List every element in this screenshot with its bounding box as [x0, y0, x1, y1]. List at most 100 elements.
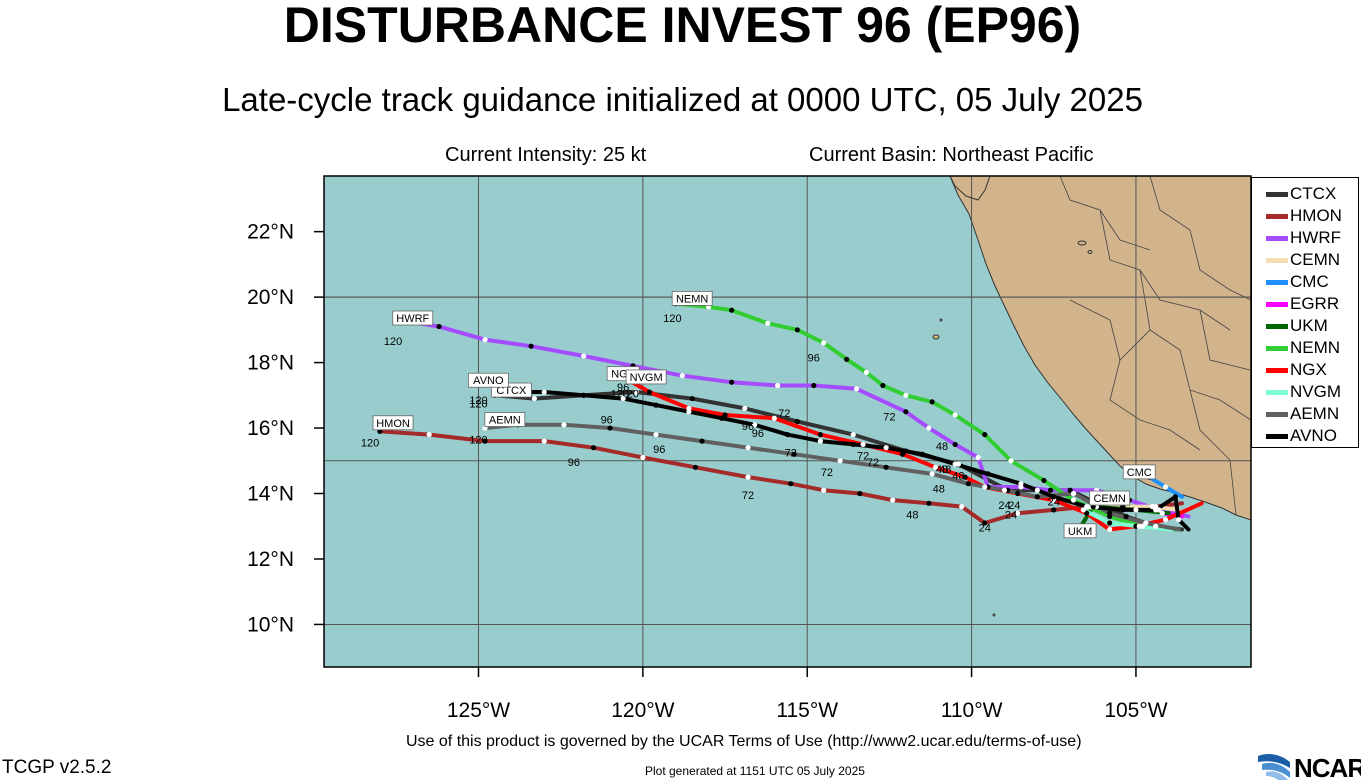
track-point	[817, 431, 823, 438]
model-label-box	[372, 415, 414, 431]
track-point	[692, 464, 699, 470]
track-point	[640, 454, 646, 461]
track-point	[975, 454, 981, 461]
forecast-hour-label: 120	[469, 398, 487, 410]
model-label-box	[1089, 490, 1131, 506]
legend-swatch	[1266, 390, 1288, 396]
track-point	[581, 353, 587, 359]
track-point	[863, 369, 869, 375]
track-point	[653, 402, 659, 408]
model-label-cmc: CMC	[1127, 467, 1152, 479]
legend-label: HMON	[1290, 206, 1342, 225]
track-point	[784, 431, 791, 438]
track-point	[581, 392, 587, 398]
model-label-box	[1063, 523, 1097, 539]
forecast-hour-label: 120	[361, 438, 379, 450]
model-label-cemn: CEMN	[1093, 493, 1125, 505]
track-point	[722, 412, 728, 418]
track-point	[653, 431, 659, 438]
legend-item-ctcx: CTCX	[1266, 183, 1336, 205]
track-point	[1136, 523, 1142, 529]
lat-label: 10°N	[247, 613, 294, 636]
track-point	[1070, 497, 1077, 503]
track-point	[1070, 490, 1077, 497]
track-point	[1123, 513, 1129, 520]
lat-label: 16°N	[247, 417, 294, 440]
track-point	[890, 497, 896, 503]
track-point	[1034, 494, 1040, 500]
legend-label: NEMN	[1290, 338, 1341, 357]
track-point	[850, 431, 856, 438]
chart-subtitle: Late-cycle track guidance initialized at…	[222, 81, 1143, 118]
state-borders	[1059, 176, 1251, 516]
legend-item-ngx: NGX	[1266, 359, 1327, 381]
forecast-hour-label: 96	[653, 444, 665, 456]
legend-item-aemn: AEMN	[1266, 403, 1339, 425]
model-label-ctcx: CTCX	[496, 385, 527, 397]
track-point	[646, 389, 653, 395]
forecast-hour-label: 24	[1005, 510, 1017, 522]
track-point	[926, 425, 932, 431]
legend-label: CMC	[1290, 272, 1329, 291]
track-point	[765, 320, 771, 326]
lat-label: 20°N	[247, 286, 294, 309]
track-point	[850, 441, 856, 448]
legend-swatch	[1266, 434, 1288, 440]
track-point	[1159, 510, 1165, 516]
track-point	[771, 415, 777, 421]
legend-swatch	[1266, 346, 1288, 352]
lon-label: 125°W	[447, 699, 510, 722]
track-point	[1001, 487, 1008, 493]
lat-label: 14°N	[247, 483, 294, 506]
track-point	[1015, 510, 1021, 516]
track-point	[1153, 523, 1159, 529]
track-point	[1120, 507, 1126, 513]
lat-label: 18°N	[247, 352, 294, 375]
axis-labels: 22°N 20°N 18°N 16°N 14°N 12°N 10°N 125°W 120°W 11…	[247, 221, 1168, 722]
track-point	[745, 445, 751, 451]
legend-item-nvgm: NVGM	[1266, 381, 1341, 403]
track-point	[903, 448, 909, 454]
track-point	[1107, 520, 1113, 526]
track-point	[1080, 507, 1086, 513]
forecast-hour-label: 48	[952, 470, 964, 482]
track-point	[1067, 487, 1073, 493]
track-point	[1047, 487, 1054, 493]
forecast-hour-label: 96	[617, 382, 629, 394]
graticule	[324, 176, 1251, 667]
forecast-hour-label: 48	[933, 483, 945, 495]
track-point	[541, 389, 547, 395]
forecast-hour-label: 72	[821, 467, 833, 479]
model-label-box	[484, 412, 526, 427]
forecast-hour-label: 96	[568, 457, 580, 469]
track-point	[1162, 517, 1169, 523]
track-point	[883, 445, 889, 451]
model-label-hwrf: HWRF	[396, 313, 429, 325]
legend-swatch	[1266, 258, 1288, 264]
track-point	[857, 490, 863, 497]
model-label-nemn: NEMN	[676, 293, 708, 305]
track-point	[699, 438, 705, 444]
track-point	[607, 425, 613, 431]
track-point	[811, 382, 817, 389]
model-label-aemn: AEMN	[489, 415, 521, 427]
track-point	[932, 464, 939, 470]
legend-item-hmon: HMON	[1266, 205, 1342, 227]
forecast-hour-label: 48	[936, 441, 948, 453]
track-point	[729, 307, 735, 313]
forecast-hour-label: 96	[808, 352, 820, 364]
track-point	[791, 451, 797, 457]
track-point	[1008, 458, 1014, 464]
track-point	[982, 431, 988, 438]
legend-label: EGRR	[1290, 294, 1340, 313]
forecast-hour-label: 48	[936, 464, 948, 476]
track-point	[1084, 510, 1090, 516]
ncar-logo	[1258, 754, 1290, 780]
track-point	[965, 481, 971, 487]
track-point	[962, 474, 968, 480]
forecast-hour-label: 72	[742, 490, 754, 502]
model-label-nvgm: NVGM	[630, 372, 663, 384]
legend-swatch	[1266, 302, 1288, 308]
legend-label: HWRF	[1290, 228, 1341, 247]
track-point	[1107, 510, 1113, 516]
